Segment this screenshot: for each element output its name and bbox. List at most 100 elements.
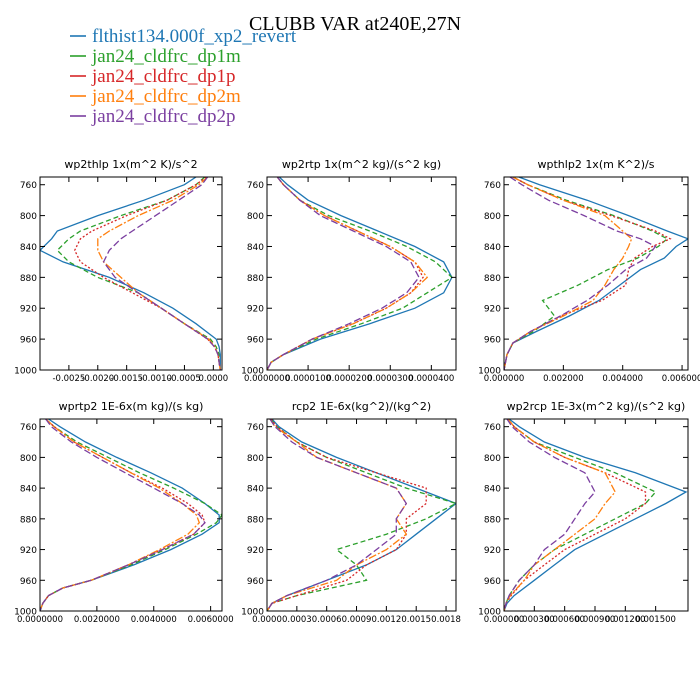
plot-frame-1	[266, 176, 457, 371]
y-tick-label-1-2: 840	[247, 243, 264, 253]
y-tick-label-5-3: 880	[484, 515, 501, 525]
y-tick-label-2-6: 1000	[478, 367, 501, 377]
y-tick-label-4-4: 920	[247, 546, 264, 556]
series-line-3-4	[40, 419, 206, 611]
series-line-4-0	[267, 419, 456, 611]
y-tick-label-5-6: 1000	[478, 608, 501, 618]
x-tick-label-0-3: -0.0010	[139, 374, 172, 384]
series-line-4-3	[267, 419, 408, 611]
legend-label-1: jan24_cldfrc_dp1m	[91, 46, 241, 67]
x-tick-label-4-6: 0.0018	[431, 615, 461, 625]
series-line-3-1	[40, 419, 222, 611]
x-tick-label-5-2: 0.000600	[544, 615, 585, 625]
y-tick-label-0-1: 800	[20, 212, 37, 222]
legend: flthist134.000f_xp2_revertjan24_cldfrc_d…	[70, 26, 297, 127]
panel-5: wp2rcp 1E-3x(m^2 kg)/(s^2 kg) 760 800 840 88…	[478, 400, 689, 625]
x-tick-label-3-2: 0.0040000	[131, 615, 177, 625]
x-tick-label-1-3: 0.0000300	[367, 374, 413, 384]
y-tick-label-5-1: 800	[484, 454, 501, 464]
panel-title-1: wp2rtp 1x(m^2 kg)/(s^2 kg)	[282, 158, 441, 171]
x-tick-label-5-4: 0.001200	[605, 615, 646, 625]
series-line-0-4	[102, 177, 221, 370]
x-tick-label-5-3: 0.000900	[575, 615, 616, 625]
series-line-5-3	[504, 419, 616, 611]
y-tick-label-3-0: 760	[20, 423, 37, 433]
series-line-1-4	[267, 177, 420, 370]
x-tick-label-0-5: 0.0000	[198, 374, 228, 384]
series-line-5-0	[504, 419, 688, 611]
x-tick-label-2-2: 0.004000	[602, 374, 643, 384]
x-tick-label-3-0: 0.0000000	[17, 615, 63, 625]
y-tick-label-2-1: 800	[484, 212, 501, 222]
series-line-5-4	[504, 419, 596, 611]
series-line-4-1	[267, 419, 456, 611]
panel-title-5: wp2rcp 1E-3x(m^2 kg)/(s^2 kg)	[507, 400, 686, 413]
series-line-3-2	[40, 419, 206, 611]
y-tick-label-0-5: 960	[20, 336, 37, 346]
y-tick-label-5-2: 840	[484, 485, 501, 495]
y-tick-label-2-4: 920	[484, 305, 501, 315]
series-line-2-0	[504, 177, 688, 370]
y-tick-label-0-0: 760	[20, 181, 37, 191]
series-line-2-2	[504, 177, 672, 370]
y-tick-label-5-0: 760	[484, 423, 501, 433]
series-line-0-3	[97, 177, 221, 370]
legend-label-0: flthist134.000f_xp2_revert	[92, 26, 297, 47]
y-tick-label-4-0: 760	[247, 423, 264, 433]
legend-label-2: jan24_cldfrc_dp1p	[91, 66, 236, 87]
series-line-3-0	[40, 419, 220, 611]
y-tick-label-5-5: 960	[484, 577, 501, 587]
x-tick-label-1-2: 0.0000200	[326, 374, 372, 384]
series-line-1-3	[267, 177, 429, 370]
x-tick-label-1-0: 0.0000000	[244, 374, 290, 384]
x-tick-label-5-1: 0.000300	[514, 615, 555, 625]
plot-frame-5	[503, 418, 689, 612]
y-tick-label-1-5: 960	[247, 336, 264, 346]
y-tick-label-3-6: 1000	[14, 608, 37, 618]
panel-4: rcp2 1E-6x(kg^2)/(kg^2) 760 800 840 880 920 96…	[241, 400, 461, 625]
y-tick-label-1-3: 880	[247, 274, 264, 284]
chart-panels: wp2thlp 1x(m^2 K)/s^2 760 800 840 880 920 960 1…	[14, 158, 700, 625]
y-tick-label-1-4: 920	[247, 305, 264, 315]
x-tick-label-0-1: -0.0020	[81, 374, 114, 384]
plot-frame-0	[39, 176, 223, 371]
y-tick-label-1-1: 800	[247, 212, 264, 222]
x-tick-label-3-3: 0.0060000	[188, 615, 234, 625]
y-tick-label-3-3: 880	[20, 515, 37, 525]
series-line-5-2	[504, 419, 647, 611]
figure-title: CLUBB VAR at240E,27N	[249, 13, 461, 35]
y-tick-label-2-3: 880	[484, 274, 501, 284]
x-tick-label-3-1: 0.0020000	[74, 615, 120, 625]
series-line-4-2	[267, 419, 427, 611]
panel-0: wp2thlp 1x(m^2 K)/s^2 760 800 840 880 920 960 1…	[14, 158, 228, 384]
x-tick-label-1-4: 0.0000400	[408, 374, 454, 384]
x-tick-label-2-0: 0.000000	[484, 374, 525, 384]
y-tick-label-4-1: 800	[247, 454, 264, 464]
legend-label-3: jan24_cldfrc_dp2m	[91, 86, 241, 107]
plot-frame-2	[503, 176, 689, 371]
panel-title-4: rcp2 1E-6x(kg^2)/(kg^2)	[292, 400, 431, 413]
plot-frame-4	[266, 418, 457, 612]
y-tick-label-4-6: 1000	[241, 608, 264, 618]
x-tick-label-0-0: -0.0025	[52, 374, 85, 384]
y-tick-label-4-2: 840	[247, 485, 264, 495]
y-tick-label-0-4: 920	[20, 305, 37, 315]
x-tick-label-2-1: 0.002000	[543, 374, 584, 384]
series-line-0-1	[56, 177, 221, 370]
series-line-2-4	[504, 177, 657, 370]
y-tick-label-0-2: 840	[20, 243, 37, 253]
x-tick-label-4-5: 0.0015	[401, 615, 431, 625]
panel-title-2: wpthlp2 1x(m K^2)/s	[538, 158, 655, 171]
panel-title-0: wp2thlp 1x(m^2 K)/s^2	[64, 158, 197, 171]
x-tick-label-4-4: 0.0012	[371, 615, 401, 625]
plot-frame-3	[39, 418, 223, 612]
y-tick-label-3-1: 800	[20, 454, 37, 464]
y-tick-label-1-6: 1000	[241, 367, 264, 377]
panel-2: wpthlp2 1x(m K^2)/s 760 800 840 880 920 960 100…	[478, 158, 700, 384]
y-tick-label-3-4: 920	[20, 546, 37, 556]
x-tick-label-0-4: -0.0005	[168, 374, 201, 384]
y-tick-label-4-3: 880	[247, 515, 264, 525]
y-tick-label-2-0: 760	[484, 181, 501, 191]
y-tick-label-4-5: 960	[247, 577, 264, 587]
